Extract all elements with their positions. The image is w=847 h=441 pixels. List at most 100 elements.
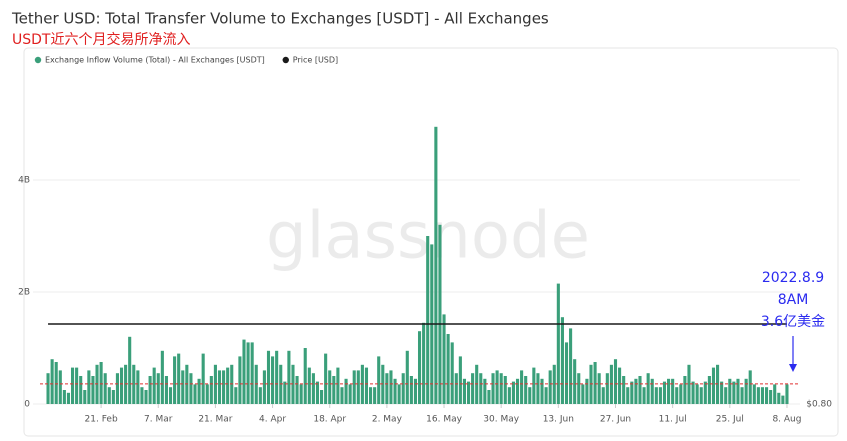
bar <box>609 364 613 404</box>
bar <box>303 348 307 404</box>
bar <box>95 364 99 404</box>
bar <box>683 376 687 404</box>
bar <box>752 384 756 404</box>
bar <box>667 378 671 404</box>
bar <box>258 387 262 404</box>
bar <box>409 376 413 404</box>
bar <box>560 317 564 404</box>
chart-title: Tether USD: Total Transfer Volume to Exc… <box>11 10 549 28</box>
bar <box>91 376 95 404</box>
bar <box>324 353 328 404</box>
bar <box>597 373 601 404</box>
bar <box>311 373 315 404</box>
bar <box>773 384 777 404</box>
bar <box>524 376 528 404</box>
bar <box>483 378 487 404</box>
bar <box>491 373 495 404</box>
bar <box>336 367 340 404</box>
bar <box>287 350 291 404</box>
bar <box>487 390 491 404</box>
bar <box>364 367 369 404</box>
bar <box>332 376 336 404</box>
bar <box>520 370 524 404</box>
x-tick-label: 25. Jul <box>716 415 744 425</box>
bar <box>295 376 299 404</box>
bar <box>328 370 332 404</box>
x-tick-label: 21. Feb <box>85 415 118 425</box>
bar <box>638 376 642 404</box>
bar <box>515 378 520 404</box>
bar <box>466 381 471 404</box>
bar <box>205 384 209 404</box>
bar <box>528 387 532 404</box>
legend-label: Exchange Inflow Volume (Total) - All Exc… <box>45 56 265 65</box>
bar <box>744 378 748 404</box>
x-tick-label: 8. Aug <box>772 415 801 425</box>
bar <box>58 370 62 404</box>
bar <box>103 373 107 404</box>
bar <box>132 364 136 404</box>
bar <box>438 224 442 404</box>
bar <box>593 362 597 404</box>
bar <box>340 387 344 404</box>
bar <box>152 367 156 404</box>
bar <box>434 126 438 405</box>
bar <box>475 364 479 404</box>
bar <box>119 367 124 404</box>
bar <box>136 370 140 404</box>
bar <box>458 356 462 404</box>
bar <box>585 378 589 404</box>
y-tick-label: 4B <box>18 176 30 186</box>
bar <box>87 370 91 404</box>
bar <box>164 376 168 404</box>
bar <box>720 381 724 404</box>
bar <box>213 364 217 404</box>
bar <box>356 370 360 404</box>
bar <box>413 378 418 404</box>
bar <box>144 390 148 404</box>
bar <box>532 367 536 404</box>
bar <box>111 390 115 404</box>
bar <box>83 390 87 404</box>
bar <box>589 364 593 404</box>
bar <box>454 373 458 404</box>
bar <box>185 364 189 404</box>
x-tick-label: 18. Apr <box>313 415 346 425</box>
bar <box>671 378 675 404</box>
bar <box>736 378 740 404</box>
bar <box>197 378 201 404</box>
bar <box>177 353 181 404</box>
bar <box>393 378 397 404</box>
bar <box>271 356 275 404</box>
bar <box>626 387 630 404</box>
bar <box>417 331 422 404</box>
bar <box>128 336 132 404</box>
legend-marker <box>282 56 289 64</box>
bar <box>291 364 295 404</box>
bar <box>246 342 250 404</box>
bar <box>389 370 393 404</box>
bar <box>320 390 324 404</box>
bar <box>728 378 732 404</box>
bar <box>450 342 454 404</box>
bar <box>70 367 75 404</box>
bar <box>266 350 271 404</box>
bar <box>511 381 515 404</box>
bar <box>189 373 193 404</box>
bar <box>426 236 430 404</box>
legend-label: Price [USD] <box>293 56 338 65</box>
y2-tick-label: $0.80 <box>806 400 832 410</box>
y-tick-label: 0 <box>24 400 30 410</box>
bar <box>442 314 446 404</box>
bar <box>658 387 662 404</box>
x-tick-label: 11. Jul <box>659 415 687 425</box>
annotation: 2022.8.9 <box>762 270 824 286</box>
bar <box>348 384 352 404</box>
bar <box>140 387 144 404</box>
annotation: 3.6亿美金 <box>761 314 825 330</box>
bar <box>250 342 254 404</box>
bar <box>201 353 205 404</box>
bar <box>748 370 752 404</box>
bar <box>548 370 552 404</box>
